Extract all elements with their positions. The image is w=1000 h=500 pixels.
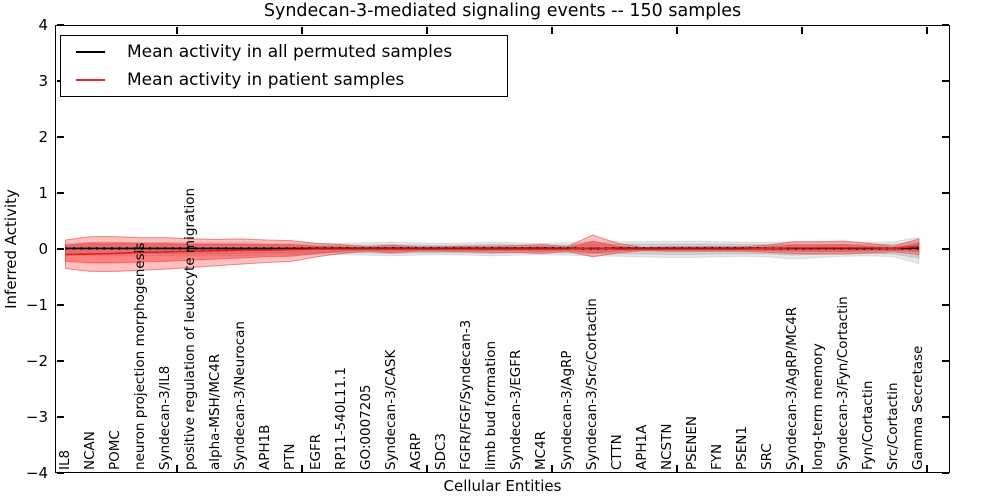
x-tick-label: POMC — [106, 430, 123, 470]
legend: Mean activity in all permuted samples Me… — [60, 35, 508, 97]
tick-mark — [926, 464, 928, 472]
x-tick-label: Syndecan-3/Src/Cortactin — [583, 298, 600, 470]
x-tick-label: MC4R — [533, 430, 550, 470]
chart-title: Syndecan-3-mediated signaling events -- … — [263, 1, 742, 21]
patient-spread-outer-band — [65, 234, 920, 272]
tick-mark — [56, 24, 64, 26]
y-tick-label: −3 — [25, 408, 48, 426]
legend-label-patient: Mean activity in patient samples — [127, 70, 405, 91]
x-tick-label: Syndecan-3/IL8 — [156, 365, 173, 470]
tick-mark — [941, 80, 949, 82]
patient-mean-line — [65, 245, 919, 256]
tick-mark — [676, 464, 678, 472]
y-tick-label: 0 — [38, 240, 48, 258]
patient-spread-inner-band — [65, 240, 920, 264]
legend-line-patient-icon — [76, 79, 105, 82]
tick-mark — [301, 464, 303, 472]
tick-mark — [551, 464, 553, 472]
tick-mark — [941, 416, 949, 418]
tick-mark — [941, 472, 949, 474]
legend-line-permuted-icon — [76, 50, 105, 53]
x-tick-label: GO:0007205 — [357, 384, 374, 470]
y-tick-label: 4 — [38, 16, 48, 34]
x-tick-label: PSEN1 — [734, 426, 751, 470]
legend-item-patient: Mean activity in patient samples — [61, 67, 507, 93]
x-tick-label: CTTN — [608, 434, 625, 470]
x-tick-label: RP11-540L11.1 — [332, 367, 349, 470]
x-tick-label: positive regulation of leukocyte migrati… — [182, 187, 198, 470]
x-tick-label: Syndecan-3/CASK — [382, 349, 399, 470]
y-tick-label: −4 — [25, 464, 48, 482]
x-tick-label: AGRP — [407, 433, 424, 470]
x-tick-label: APH1A — [633, 424, 650, 470]
x-tick-label: Syndecan-3/Neurocan — [232, 321, 249, 470]
x-tick-label: Syndecan-3/AgRP — [558, 350, 575, 470]
x-tick-label: alpha-MSH/MC4R — [207, 353, 224, 470]
y-tick-label: 2 — [38, 128, 48, 146]
y-tick-label: −2 — [25, 352, 48, 370]
x-tick-label: IL8 — [56, 449, 73, 470]
permuted-spread-inner-band — [65, 241, 920, 259]
tick-mark — [941, 248, 949, 250]
tick-mark — [801, 26, 803, 34]
tick-mark — [941, 136, 949, 138]
x-tick-label: Syndecan-3/AgRP/MC4R — [784, 306, 801, 470]
tick-mark — [56, 248, 64, 250]
x-axis-label: Cellular Entities — [443, 477, 562, 495]
x-tick-label: FYN — [709, 443, 726, 470]
tick-mark — [56, 416, 64, 418]
x-tick-label: Syndecan-3/Fyn/Cortactin — [834, 296, 851, 470]
x-tick-label: NCAN — [81, 431, 98, 470]
x-tick-label: FGFR/FGF/Syndecan-3 — [458, 319, 475, 470]
tick-mark — [941, 192, 949, 194]
legend-item-permuted: Mean activity in all permuted samples — [61, 39, 507, 65]
tick-mark — [941, 24, 949, 26]
tick-mark — [176, 464, 178, 472]
y-tick-label: 1 — [38, 184, 48, 202]
tick-mark — [426, 26, 428, 34]
tick-mark — [676, 26, 678, 34]
tick-mark — [301, 26, 303, 34]
tick-mark — [176, 26, 178, 34]
x-tick-label: Syndecan-3/EGFR — [508, 349, 525, 470]
tick-mark — [56, 360, 64, 362]
tick-mark — [926, 26, 928, 34]
chart-canvas — [65, 234, 920, 272]
x-tick-label: APH1B — [257, 424, 274, 470]
x-tick-label: limb bud formation — [483, 340, 500, 470]
x-tick-label: long-term memory — [809, 343, 826, 470]
tick-mark — [56, 136, 64, 138]
tick-mark — [941, 360, 949, 362]
tick-mark — [426, 464, 428, 472]
tick-mark — [801, 464, 803, 472]
x-tick-label: PTN — [282, 443, 299, 471]
x-tick-label: EGFR — [307, 433, 324, 470]
tick-mark — [56, 472, 64, 474]
x-tick-label: Src/Cortactin — [884, 382, 901, 470]
x-tick-label: NCSTN — [658, 423, 675, 470]
legend-label-permuted: Mean activity in all permuted samples — [127, 41, 453, 62]
x-tick-label: PSENEN — [684, 416, 700, 470]
tick-mark — [941, 304, 949, 306]
tick-mark — [551, 26, 553, 34]
y-tick-label: −1 — [25, 296, 48, 314]
x-tick-label: Gamma Secretase — [909, 345, 926, 470]
x-tick-label: neuron projection morphogenesis — [131, 242, 148, 470]
x-tick-label: SDC3 — [433, 433, 449, 470]
tick-mark — [56, 304, 64, 306]
tick-mark — [56, 192, 64, 194]
y-tick-label: 3 — [38, 72, 48, 90]
x-tick-label: Fyn/Cortactin — [859, 380, 876, 470]
x-tick-label: SRC — [759, 443, 776, 470]
